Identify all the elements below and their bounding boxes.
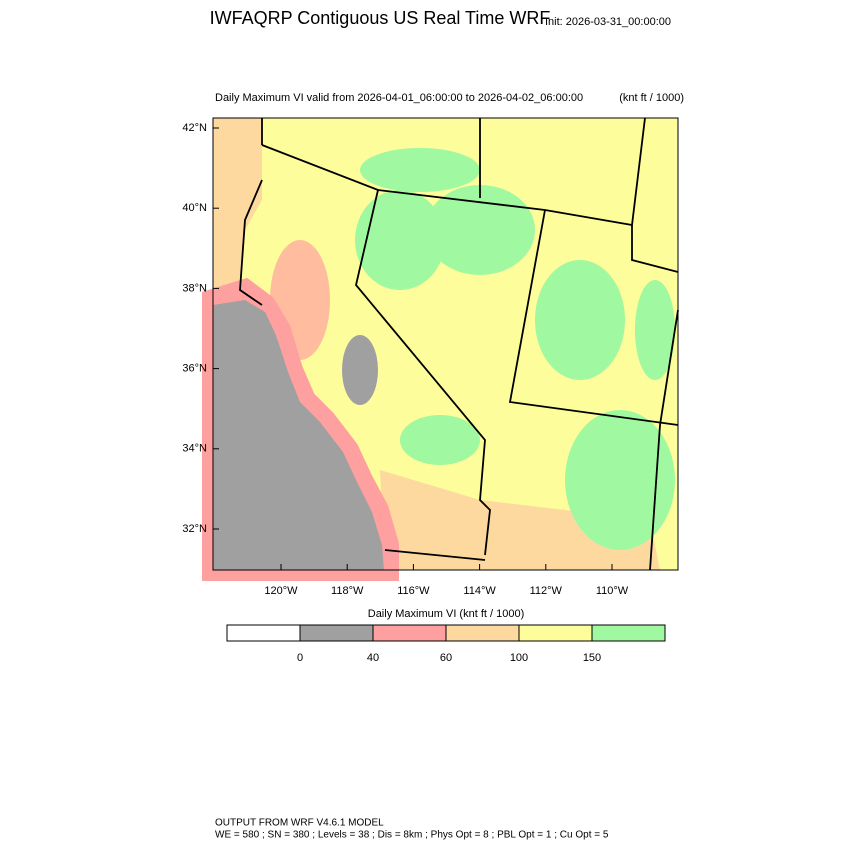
lat-label: 42°N [182,122,207,134]
map-shade [355,190,445,290]
colorbar-box [445,624,520,642]
lon-label: 116°W [397,585,430,597]
lat-label: 40°N [182,202,207,214]
lat-label: 38°N [182,282,207,294]
map-coastal-band [202,277,399,581]
colorbar-tick-label: 40 [367,652,379,664]
subtitle: Daily Maximum VI valid from 2026-04-01_0… [215,92,583,104]
map-shade [270,240,330,360]
units: (knt ft / 1000) [619,92,684,104]
colorbar-box [591,624,666,642]
map-shade [535,260,625,380]
init-time: Init: 2026-03-31_00:00:00 [545,16,671,28]
lon-label: 110°W [596,585,629,597]
axis-labels: 42°N 40°N 38°N 36°N 34°N 32°N 120°W 118°W 116°W 1… [182,122,628,597]
lon-label: 114°W [463,585,496,597]
colorbar-box [518,624,593,642]
colorbar-tick-label: 60 [440,652,452,664]
footer-line: OUTPUT FROM WRF V4.6.1 MODEL [215,818,384,829]
lon-label: 120°W [264,585,298,597]
colorbar-tick-label: 100 [510,652,528,664]
map-ocean [213,300,384,570]
map-shade [400,415,480,465]
colorbar-tick-label: 150 [583,652,601,664]
title: IWFAQRP Contiguous US Real Time WRF [210,8,551,28]
map-shade [342,335,378,405]
footer-line: WE = 580 ; SN = 380 ; Levels = 38 ; Dis … [215,830,609,841]
colorbar-box [372,624,447,642]
colorbar-box [226,624,301,642]
colorbar-tick-label: 0 [297,652,303,664]
map-shade [635,280,675,380]
map-shade [380,470,660,570]
lon-label: 112°W [530,585,563,597]
map-frame [212,117,679,571]
map [202,117,679,581]
lat-label: 34°N [182,443,207,455]
state-borders [239,117,679,571]
map-shade [565,410,675,550]
lon-label: 118°W [331,585,364,597]
lat-label: 36°N [182,363,207,375]
colorbar-title: Daily Maximum VI (knt ft / 1000) [368,608,525,620]
map-shade [213,118,262,300]
lat-label: 32°N [182,523,207,535]
map-shade [360,148,480,192]
colorbar-box [299,624,374,642]
colorbar: 0 40 60 100 150 [226,624,666,664]
map-shade [425,185,535,275]
